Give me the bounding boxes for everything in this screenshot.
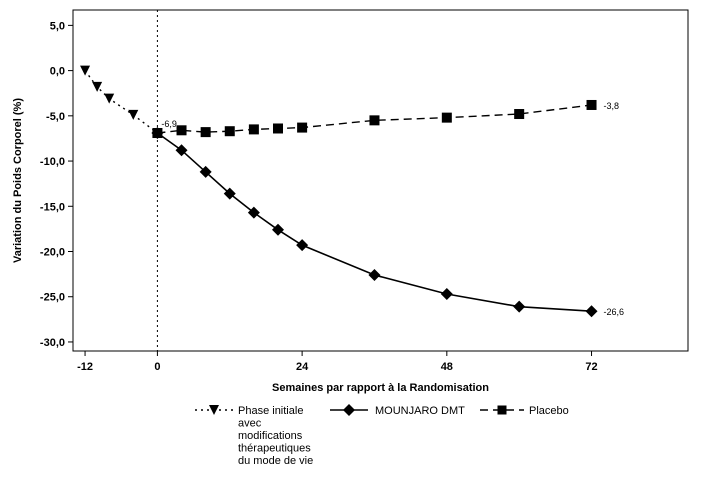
legend-placebo-label: Placebo [529, 405, 569, 417]
placebo-point [369, 115, 380, 126]
placebo-point [441, 112, 452, 123]
legend-mounjaro-label: MOUNJARO DMT [375, 405, 465, 417]
mounjaro-point [175, 144, 188, 157]
mounjaro-point [296, 239, 309, 252]
x-tick-label: -12 [77, 361, 93, 373]
x-tick-label: 0 [154, 361, 160, 373]
placebo-point [586, 99, 597, 110]
mounjaro-point [368, 269, 381, 282]
placebo-point [152, 128, 163, 139]
legend-lifestyle-label: Phase initiale [238, 405, 303, 417]
mounjaro-point [247, 206, 260, 219]
placebo-point [248, 124, 259, 135]
placebo-point [514, 109, 525, 120]
data-label-annotation: -6,9 [161, 119, 177, 129]
legend-lifestyle-label: thérapeutiques [238, 443, 311, 455]
y-tick-label: -10,0 [40, 156, 65, 168]
x-tick-label: 72 [585, 361, 597, 373]
legend-lifestyle-label: modifications [238, 430, 303, 442]
lifestyle-phase-point [80, 65, 91, 76]
legend-lifestyle-label: avec [238, 418, 262, 430]
placebo-point [176, 125, 187, 136]
lifestyle-phase-point [92, 81, 103, 92]
placebo-point [224, 126, 235, 137]
y-tick-label: -5,0 [46, 111, 65, 123]
mounjaro-point [223, 187, 236, 200]
legend-lifestyle-label: du mode de vie [238, 455, 313, 467]
y-tick-label: -15,0 [40, 201, 65, 213]
placebo-end-label: -3,8 [604, 101, 620, 111]
placebo-point [297, 122, 308, 133]
x-axis-title: Semaines par rapport à la Randomisation [272, 382, 489, 394]
mounjaro-point [513, 300, 526, 313]
y-tick-label: -25,0 [40, 292, 65, 304]
mounjaro-point [585, 305, 598, 318]
y-tick-label: 0,0 [50, 66, 65, 78]
lifestyle-phase-point [104, 93, 115, 104]
legend-placebo-marker [497, 405, 507, 415]
legend-lifestyle-marker [209, 405, 219, 415]
y-tick-label: -30,0 [40, 337, 65, 349]
legend-mounjaro-marker [343, 404, 355, 416]
lifestyle-phase-series-line [84, 70, 158, 134]
mounjaro-point [440, 288, 453, 301]
mounjaro-end-label: -26,6 [604, 307, 625, 317]
placebo-point [200, 127, 211, 138]
y-tick-label: -20,0 [40, 247, 65, 259]
lifestyle-phase-point [128, 109, 139, 120]
x-tick-label: 48 [441, 361, 453, 373]
y-axis-title: Variation du Poids Corporel (%) [12, 98, 24, 263]
mounjaro-point [199, 165, 212, 178]
placebo-point [273, 123, 283, 134]
y-tick-label: 5,0 [50, 20, 65, 32]
mounjaro-series-line [156, 132, 592, 313]
x-tick-label: 24 [296, 361, 309, 373]
mounjaro-point [272, 223, 284, 236]
plot-frame [72, 9, 689, 352]
